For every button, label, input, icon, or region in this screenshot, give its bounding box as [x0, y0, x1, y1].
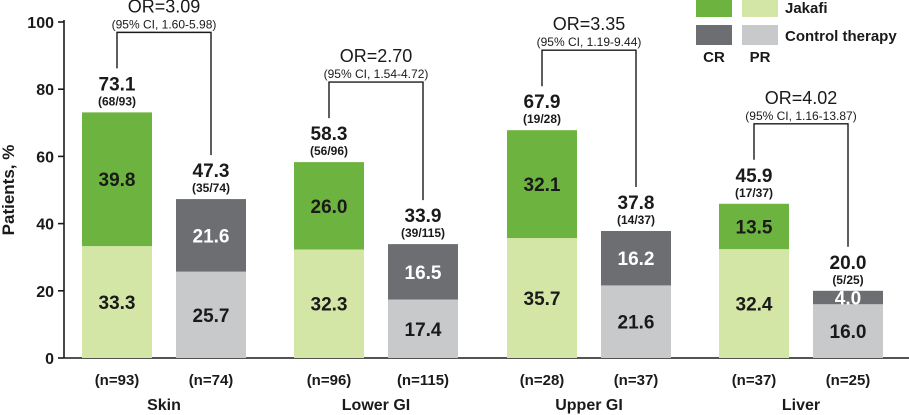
bar-fraction-label: (5/25): [832, 273, 863, 287]
odds-ratio-bracket: [753, 123, 849, 247]
y-tick-label: 100: [27, 15, 54, 32]
category-label: Upper GI: [555, 397, 623, 414]
bar-n-label: (n=93): [95, 372, 140, 389]
bar-fraction-label: (56/96): [310, 144, 348, 158]
bar-total-label: 20.0: [830, 253, 867, 274]
bar-segment-cr: [507, 130, 577, 239]
legend-label-jakafi: Jakafi: [785, 0, 828, 17]
bar-label-cr: 21.6: [193, 226, 230, 247]
bar-segment-cr: [813, 290, 883, 305]
bar-fraction-label: (17/37): [735, 186, 773, 200]
bar-segment-pr: [294, 249, 364, 358]
bar-total-label: 67.9: [524, 92, 561, 113]
legend-label-control: Control therapy: [785, 28, 897, 45]
bar-total-label: 37.8: [618, 193, 655, 214]
bar-total-label: 33.9: [405, 206, 442, 227]
bar-segment-cr: [719, 203, 789, 250]
bar-fraction-label: (14/37): [617, 213, 655, 227]
bar-segment-pr: [813, 304, 883, 358]
bar-segment-pr: [601, 285, 671, 358]
bar-n-label: (n=37): [732, 372, 777, 389]
y-tick-label: 20: [36, 284, 54, 301]
odds-ratio-bracket: [116, 31, 212, 156]
bar-label-pr: 21.6: [618, 313, 655, 334]
bar-label-pr: 25.7: [193, 306, 230, 327]
y-tick-label: 60: [36, 149, 54, 166]
bar-label-cr: 26.0: [311, 197, 348, 218]
bar-fraction-label: (68/93): [98, 94, 136, 108]
bar-segment-pr: [388, 299, 458, 358]
category-label: Skin: [147, 397, 181, 414]
confidence-interval-label: (95% CI, 1.54-4.72): [324, 67, 429, 81]
bar-n-label: (n=115): [397, 372, 449, 389]
y-tick-label: 0: [45, 351, 54, 368]
odds-ratio-bracket: [328, 81, 424, 201]
legend-swatch-jakafi-cr: [696, 0, 732, 17]
bar-label-cr: 4.0: [835, 289, 861, 310]
legend-column-cr: CR: [703, 49, 725, 66]
bar-n-label: (n=37): [614, 372, 659, 389]
bar-label-cr: 16.2: [618, 249, 655, 270]
bar-label-pr: 17.4: [405, 320, 442, 341]
bar-segment-cr: [82, 112, 152, 247]
y-tick-label: 40: [36, 217, 54, 234]
bar-label-pr: 32.4: [736, 295, 773, 316]
bar-fraction-label: (19/28): [523, 112, 561, 126]
bar-fraction-label: (39/115): [401, 226, 445, 240]
bar-total-label: 58.3: [311, 124, 348, 145]
y-axis-title: Patients, %: [0, 145, 18, 236]
y-tick-label: 80: [36, 82, 54, 99]
bar-total-label: 47.3: [193, 161, 230, 182]
category-label: Liver: [782, 397, 820, 414]
bar-segment-pr: [82, 246, 152, 358]
bar-segment-cr: [294, 162, 364, 250]
category-label: Lower GI: [342, 397, 410, 414]
bar-segment-cr: [176, 199, 246, 272]
bar-segment-cr: [388, 244, 458, 300]
bar-label-pr: 16.0: [830, 322, 867, 343]
bar-fraction-label: (35/74): [192, 181, 230, 195]
confidence-interval-label: (95% CI, 1.60-5.98): [112, 17, 217, 31]
bar-label-cr: 13.5: [736, 217, 773, 238]
confidence-interval-label: (95% CI, 1.16-13.87): [745, 109, 856, 123]
bar-n-label: (n=96): [307, 372, 352, 389]
bar-label-pr: 32.3: [311, 295, 348, 316]
odds-ratio-label: OR=4.02: [765, 88, 838, 108]
legend-swatch-control-pr: [742, 25, 778, 45]
bar-label-cr: 16.5: [405, 263, 442, 284]
legend-swatch-control-cr: [696, 25, 732, 45]
bar-segment-pr: [719, 249, 789, 358]
bar-label-cr: 32.1: [524, 175, 561, 196]
bar-total-label: 45.9: [736, 166, 773, 187]
bar-n-label: (n=74): [189, 372, 234, 389]
odds-ratio-label: OR=3.35: [553, 14, 626, 34]
odds-ratio-label: OR=2.70: [340, 46, 413, 66]
bar-total-label: 73.1: [99, 74, 136, 95]
odds-ratio-label: OR=3.09: [128, 0, 201, 16]
bar-label-pr: 35.7: [524, 289, 561, 310]
confidence-interval-label: (95% CI, 1.19-9.44): [537, 35, 642, 49]
bar-label-cr: 39.8: [99, 170, 136, 191]
legend-swatch-jakafi-pr: [742, 0, 778, 17]
odds-ratio-bracket: [541, 49, 637, 187]
bar-segment-pr: [176, 271, 246, 358]
bar-n-label: (n=25): [826, 372, 871, 389]
bar-segment-pr: [507, 238, 577, 358]
bar-n-label: (n=28): [520, 372, 565, 389]
bar-segment-cr: [601, 230, 671, 286]
bar-label-pr: 33.3: [99, 293, 136, 314]
legend-column-pr: PR: [750, 49, 771, 66]
